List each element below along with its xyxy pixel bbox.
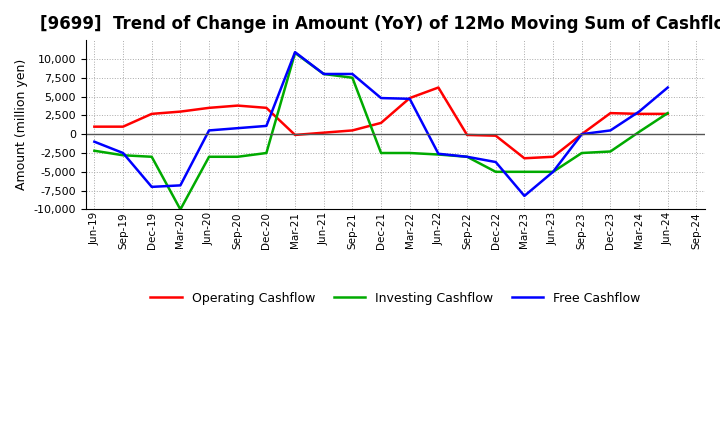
Free Cashflow <box>663 85 672 90</box>
Operating Cashflow <box>320 130 328 136</box>
Free Cashflow <box>262 123 271 128</box>
Operating Cashflow <box>119 124 127 129</box>
Operating Cashflow <box>176 109 185 114</box>
Free Cashflow <box>320 71 328 77</box>
Free Cashflow <box>405 96 414 102</box>
Investing Cashflow <box>148 154 156 159</box>
Free Cashflow <box>577 132 586 137</box>
Investing Cashflow <box>176 207 185 212</box>
Operating Cashflow <box>463 132 472 138</box>
Operating Cashflow <box>377 120 385 125</box>
Operating Cashflow <box>606 110 615 116</box>
Line: Operating Cashflow: Operating Cashflow <box>94 88 667 158</box>
Investing Cashflow <box>549 169 557 175</box>
Free Cashflow <box>204 128 213 133</box>
Free Cashflow <box>148 184 156 190</box>
Free Cashflow <box>377 95 385 101</box>
Investing Cashflow <box>405 150 414 156</box>
Investing Cashflow <box>119 153 127 158</box>
Free Cashflow <box>233 125 242 131</box>
Operating Cashflow <box>635 111 644 117</box>
Title: [9699]  Trend of Change in Amount (YoY) of 12Mo Moving Sum of Cashflows: [9699] Trend of Change in Amount (YoY) o… <box>40 15 720 33</box>
Investing Cashflow <box>348 75 356 81</box>
Y-axis label: Amount (million yen): Amount (million yen) <box>15 59 28 191</box>
Operating Cashflow <box>434 85 443 90</box>
Free Cashflow <box>90 139 99 144</box>
Investing Cashflow <box>204 154 213 159</box>
Operating Cashflow <box>549 154 557 159</box>
Operating Cashflow <box>291 132 300 138</box>
Operating Cashflow <box>233 103 242 108</box>
Investing Cashflow <box>635 129 644 135</box>
Free Cashflow <box>549 169 557 175</box>
Operating Cashflow <box>405 95 414 101</box>
Operating Cashflow <box>577 132 586 137</box>
Investing Cashflow <box>377 150 385 156</box>
Free Cashflow <box>492 159 500 165</box>
Operating Cashflow <box>204 105 213 110</box>
Investing Cashflow <box>434 152 443 157</box>
Free Cashflow <box>463 154 472 159</box>
Investing Cashflow <box>520 169 528 175</box>
Line: Investing Cashflow: Investing Cashflow <box>94 53 667 209</box>
Investing Cashflow <box>233 154 242 159</box>
Investing Cashflow <box>291 50 300 55</box>
Investing Cashflow <box>663 110 672 116</box>
Investing Cashflow <box>90 148 99 154</box>
Operating Cashflow <box>520 156 528 161</box>
Free Cashflow <box>119 150 127 156</box>
Operating Cashflow <box>90 124 99 129</box>
Free Cashflow <box>348 71 356 77</box>
Operating Cashflow <box>348 128 356 133</box>
Investing Cashflow <box>262 150 271 156</box>
Investing Cashflow <box>492 169 500 175</box>
Free Cashflow <box>434 151 443 156</box>
Operating Cashflow <box>492 133 500 138</box>
Free Cashflow <box>606 128 615 133</box>
Legend: Operating Cashflow, Investing Cashflow, Free Cashflow: Operating Cashflow, Investing Cashflow, … <box>145 287 645 310</box>
Operating Cashflow <box>262 105 271 110</box>
Free Cashflow <box>291 50 300 55</box>
Operating Cashflow <box>663 111 672 117</box>
Operating Cashflow <box>148 111 156 117</box>
Free Cashflow <box>176 183 185 188</box>
Investing Cashflow <box>577 150 586 156</box>
Investing Cashflow <box>463 154 472 159</box>
Investing Cashflow <box>606 149 615 154</box>
Investing Cashflow <box>320 71 328 77</box>
Free Cashflow <box>635 109 644 114</box>
Line: Free Cashflow: Free Cashflow <box>94 52 667 196</box>
Free Cashflow <box>520 193 528 198</box>
